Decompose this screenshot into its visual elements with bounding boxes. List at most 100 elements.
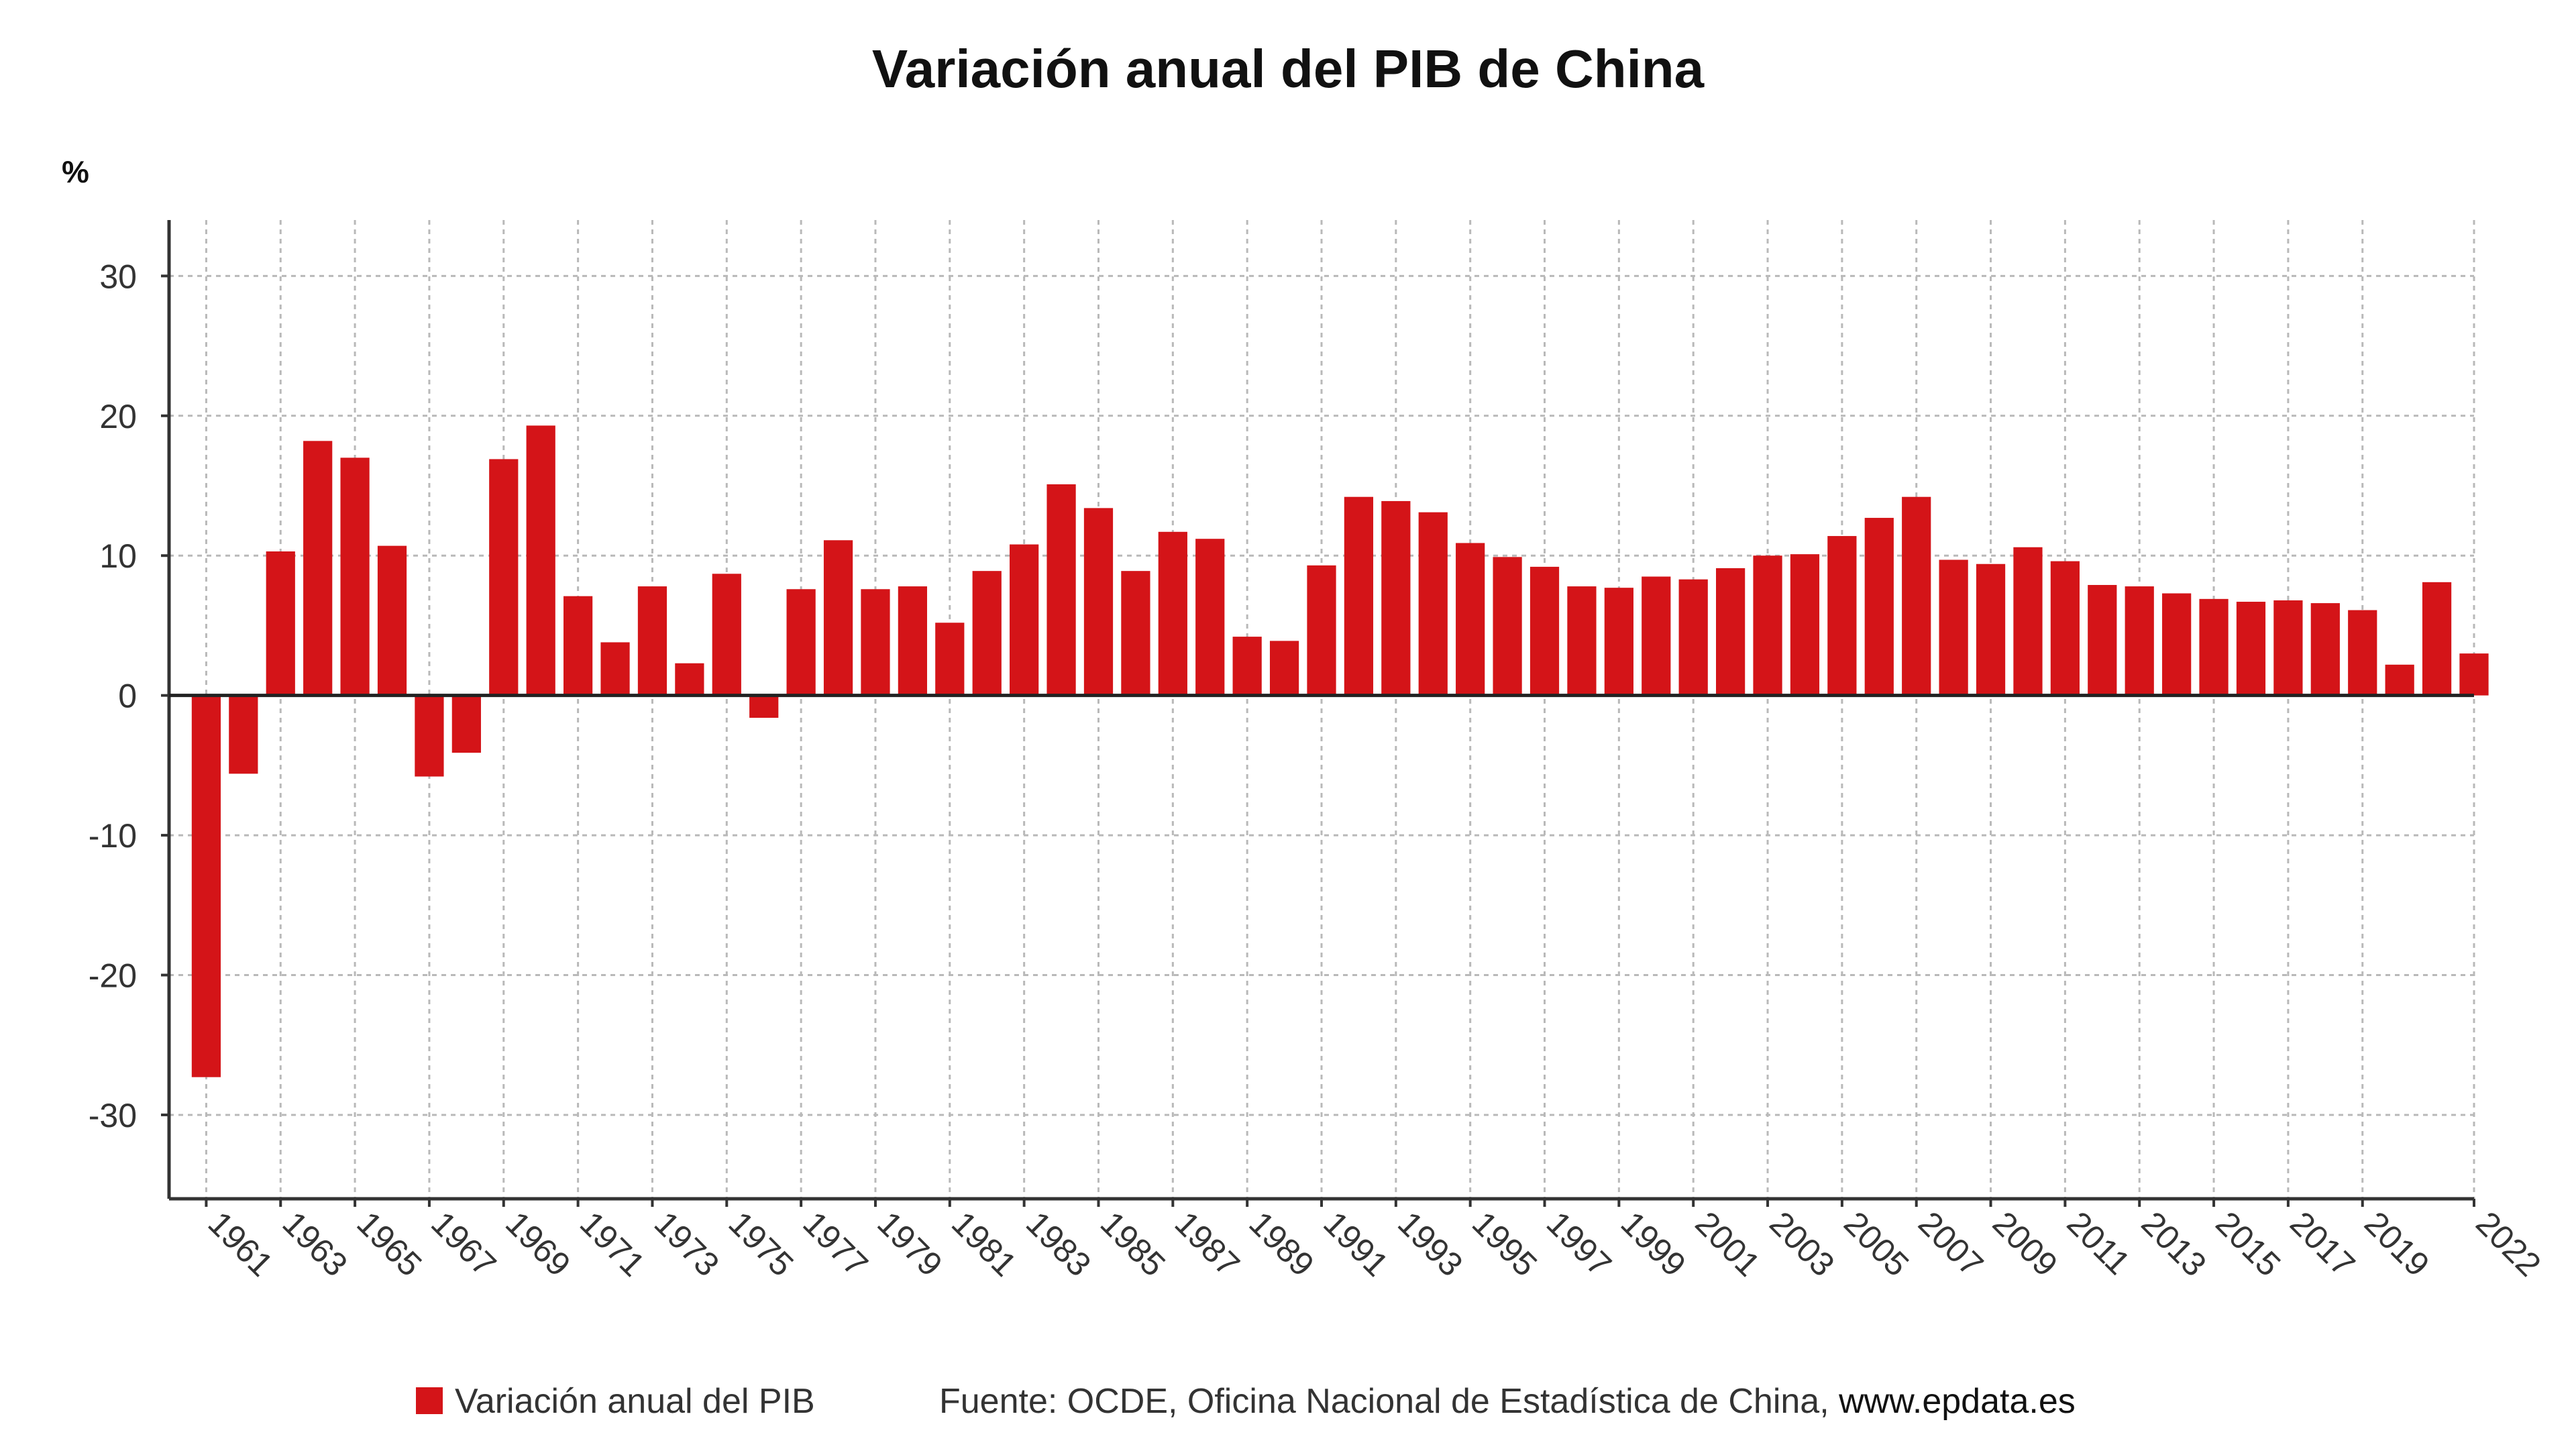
y-axis-unit-label: % xyxy=(62,154,89,189)
x-tick-label: 2015 xyxy=(2208,1204,2288,1283)
bar-1975 xyxy=(712,574,741,696)
bar-1974 xyxy=(675,663,704,696)
bar-series xyxy=(191,425,2489,1077)
bar-1970 xyxy=(526,425,555,696)
bar-1982 xyxy=(972,571,1002,696)
x-tick-label: 1979 xyxy=(870,1204,949,1283)
x-tick-label: 2003 xyxy=(1762,1204,1841,1283)
grid-lines xyxy=(169,220,2475,1199)
bar-1967 xyxy=(415,695,444,777)
y-tick-label: 0 xyxy=(118,678,137,715)
x-tick-label: 1989 xyxy=(1242,1204,1321,1283)
bar-2014 xyxy=(2162,593,2192,696)
bar-1980 xyxy=(898,586,928,696)
bar-2000 xyxy=(1642,576,1671,696)
bar-2011 xyxy=(2050,561,2080,696)
x-tick-label: 2011 xyxy=(2060,1204,2138,1282)
x-tick-label: 1977 xyxy=(796,1204,875,1283)
source-link[interactable]: www.epdata.es xyxy=(1838,1382,2076,1421)
bar-2007 xyxy=(1902,496,1931,696)
bar-1971 xyxy=(563,596,593,696)
legend-label: Variación anual del PIB xyxy=(455,1382,815,1421)
y-tick-label: 30 xyxy=(99,258,137,295)
x-tick-label: 2001 xyxy=(1688,1204,1767,1283)
bar-1979 xyxy=(861,589,890,696)
bar-1981 xyxy=(935,623,965,696)
bar-2019 xyxy=(2348,610,2377,696)
x-tick-label: 1993 xyxy=(1391,1204,1470,1283)
chart-title: Variación anual del PIB de China xyxy=(872,39,1705,99)
bar-1973 xyxy=(637,586,667,696)
bar-1977 xyxy=(786,589,816,696)
bar-1961 xyxy=(191,695,221,1077)
bar-1965 xyxy=(340,458,370,696)
bar-1989 xyxy=(1232,637,1262,696)
bar-2021 xyxy=(2422,582,2452,696)
bar-2020 xyxy=(2385,664,2414,696)
x-tick-label: 1985 xyxy=(1093,1204,1173,1283)
x-tick-label: 1963 xyxy=(275,1204,354,1283)
bar-2015 xyxy=(2199,598,2229,696)
bar-1985 xyxy=(1083,508,1114,696)
bar-2013 xyxy=(2125,586,2154,696)
bar-1964 xyxy=(303,441,333,696)
bar-1991 xyxy=(1307,565,1336,696)
x-tick-label: 2017 xyxy=(2283,1204,2362,1283)
x-tick-label: 1969 xyxy=(498,1204,578,1283)
bar-1976 xyxy=(749,695,779,718)
bar-1997 xyxy=(1529,566,1560,696)
x-tick-label: 1995 xyxy=(1465,1204,1544,1283)
bar-1999 xyxy=(1604,588,1633,696)
bar-2010 xyxy=(2013,547,2043,696)
bar-2018 xyxy=(2310,603,2340,696)
y-tick-label: 20 xyxy=(99,398,137,435)
bar-2002 xyxy=(1715,568,1746,696)
x-tick-label: 2007 xyxy=(1911,1204,1990,1283)
y-tick-label: -10 xyxy=(89,817,137,855)
source-prefix: Fuente: OCDE, Oficina Nacional de Estadí… xyxy=(939,1382,1839,1421)
bar-1994 xyxy=(1418,512,1448,696)
bar-1987 xyxy=(1158,531,1187,696)
bar-1992 xyxy=(1344,496,1374,696)
x-tick-label: 2005 xyxy=(1837,1204,1916,1283)
legend: Variación anual del PIB xyxy=(416,1382,815,1421)
bar-1962 xyxy=(229,695,258,774)
bar-1969 xyxy=(489,459,519,696)
bar-2022 xyxy=(2459,653,2489,696)
bar-2001 xyxy=(1678,579,1708,696)
x-tick-label: 2019 xyxy=(2357,1204,2436,1283)
bar-1988 xyxy=(1195,539,1225,696)
bar-2016 xyxy=(2236,602,2266,696)
x-tick-label: 1965 xyxy=(350,1204,429,1283)
x-tick-label: 1975 xyxy=(722,1204,801,1283)
x-tick-label: 2022 xyxy=(2469,1204,2548,1283)
y-tick-label: -20 xyxy=(89,957,137,995)
bar-2017 xyxy=(2273,600,2303,696)
source-note: Fuente: OCDE, Oficina Nacional de Estadí… xyxy=(939,1382,2076,1421)
bar-2005 xyxy=(1827,536,1857,696)
bar-2006 xyxy=(1864,517,1894,696)
bar-1986 xyxy=(1121,571,1150,696)
x-tick-label: 1983 xyxy=(1019,1204,1098,1283)
x-tick-label: 1991 xyxy=(1316,1204,1395,1283)
x-tick-label: 1997 xyxy=(1540,1204,1619,1283)
x-tick-label: 2009 xyxy=(1986,1204,2065,1283)
bar-1983 xyxy=(1010,544,1039,696)
legend-swatch xyxy=(416,1387,443,1414)
bar-1972 xyxy=(600,642,630,696)
x-tick-label: 1981 xyxy=(945,1204,1024,1283)
x-tick-label: 1973 xyxy=(647,1204,727,1283)
x-tick-label: 1961 xyxy=(201,1204,280,1283)
bar-1963 xyxy=(266,551,295,696)
x-tick-label: 1987 xyxy=(1168,1204,1247,1283)
bar-1984 xyxy=(1046,484,1076,696)
x-tick-label: 1967 xyxy=(424,1204,503,1283)
bar-1993 xyxy=(1381,500,1411,696)
x-tick-label: 2013 xyxy=(2134,1204,2213,1283)
bar-1966 xyxy=(377,545,407,696)
x-axis-ticks: 1961196319651967196919711973197519771979… xyxy=(201,1199,2548,1283)
bar-1968 xyxy=(451,695,481,753)
x-tick-label: 1971 xyxy=(573,1204,652,1283)
bar-2004 xyxy=(1790,554,1820,696)
